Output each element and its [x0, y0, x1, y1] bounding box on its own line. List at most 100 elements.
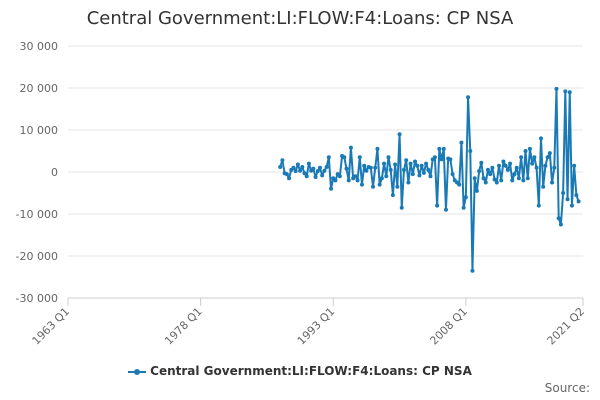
- data-point[interactable]: [357, 155, 362, 160]
- data-point[interactable]: [461, 205, 466, 210]
- data-point[interactable]: [432, 155, 437, 160]
- data-point[interactable]: [337, 174, 342, 179]
- data-point[interactable]: [410, 172, 415, 177]
- data-point[interactable]: [393, 162, 398, 167]
- data-point[interactable]: [514, 165, 519, 170]
- data-point[interactable]: [359, 182, 364, 187]
- data-point[interactable]: [485, 167, 490, 172]
- data-point[interactable]: [552, 165, 557, 170]
- data-point[interactable]: [576, 199, 581, 204]
- data-point[interactable]: [466, 95, 471, 100]
- data-point[interactable]: [424, 161, 429, 166]
- data-point[interactable]: [561, 191, 566, 195]
- data-point[interactable]: [441, 146, 446, 151]
- data-point[interactable]: [516, 176, 521, 181]
- data-point[interactable]: [346, 178, 351, 183]
- data-point[interactable]: [355, 178, 360, 183]
- data-point[interactable]: [565, 197, 570, 202]
- data-point[interactable]: [371, 184, 376, 189]
- data-point[interactable]: [556, 216, 561, 221]
- data-point[interactable]: [426, 167, 431, 172]
- data-point[interactable]: [457, 182, 462, 187]
- data-point[interactable]: [443, 207, 448, 212]
- data-point[interactable]: [373, 165, 378, 170]
- data-point[interactable]: [543, 163, 548, 168]
- data-point[interactable]: [539, 136, 543, 141]
- data-point[interactable]: [417, 173, 422, 178]
- data-point[interactable]: [521, 178, 526, 183]
- data-point[interactable]: [477, 169, 482, 174]
- data-point[interactable]: [512, 172, 517, 177]
- data-point[interactable]: [472, 176, 477, 181]
- data-point[interactable]: [291, 165, 296, 170]
- data-point[interactable]: [324, 164, 329, 169]
- data-point[interactable]: [525, 176, 530, 181]
- data-point[interactable]: [304, 174, 309, 179]
- data-point[interactable]: [311, 166, 316, 171]
- data-point[interactable]: [278, 164, 283, 169]
- data-point[interactable]: [315, 169, 320, 174]
- data-point[interactable]: [468, 149, 473, 153]
- legend[interactable]: Central Government:LI:FLOW:F4:Loans: CP …: [0, 364, 600, 378]
- data-point[interactable]: [536, 203, 541, 208]
- data-point[interactable]: [490, 165, 495, 170]
- data-point[interactable]: [419, 163, 424, 168]
- data-point[interactable]: [342, 155, 347, 160]
- data-point[interactable]: [300, 164, 305, 169]
- data-point[interactable]: [519, 155, 524, 160]
- data-point[interactable]: [508, 161, 513, 166]
- data-point[interactable]: [406, 180, 411, 185]
- data-point[interactable]: [567, 90, 572, 95]
- data-point[interactable]: [408, 161, 413, 166]
- data-point[interactable]: [574, 193, 579, 198]
- data-point[interactable]: [320, 173, 325, 178]
- data-point[interactable]: [368, 165, 373, 170]
- data-point[interactable]: [395, 184, 400, 189]
- series-line[interactable]: [279, 87, 580, 272]
- data-point[interactable]: [532, 155, 537, 160]
- data-point[interactable]: [572, 163, 577, 168]
- data-point[interactable]: [375, 146, 380, 151]
- data-point[interactable]: [459, 140, 464, 145]
- data-point[interactable]: [413, 159, 418, 164]
- data-point[interactable]: [384, 174, 389, 179]
- data-point[interactable]: [322, 168, 327, 173]
- data-point[interactable]: [501, 159, 506, 164]
- data-point[interactable]: [344, 166, 349, 171]
- data-point[interactable]: [401, 167, 406, 172]
- data-point[interactable]: [388, 167, 393, 172]
- data-point[interactable]: [348, 145, 353, 150]
- data-point[interactable]: [293, 169, 298, 174]
- data-point[interactable]: [527, 146, 532, 151]
- data-point[interactable]: [364, 168, 369, 173]
- series-group[interactable]: [278, 86, 581, 273]
- data-point[interactable]: [550, 180, 555, 185]
- data-point[interactable]: [439, 157, 444, 162]
- data-point[interactable]: [362, 163, 367, 168]
- data-point[interactable]: [428, 174, 433, 179]
- data-point[interactable]: [404, 158, 409, 163]
- data-point[interactable]: [492, 177, 497, 182]
- data-point[interactable]: [563, 89, 568, 94]
- data-point[interactable]: [353, 174, 358, 179]
- data-point[interactable]: [333, 178, 338, 183]
- data-point[interactable]: [479, 160, 484, 165]
- data-point[interactable]: [558, 222, 563, 227]
- data-point[interactable]: [474, 188, 479, 193]
- data-point[interactable]: [554, 86, 559, 91]
- data-point[interactable]: [326, 155, 331, 160]
- credits[interactable]: Source:: [544, 381, 590, 395]
- data-point[interactable]: [397, 132, 402, 137]
- data-point[interactable]: [448, 157, 453, 162]
- data-point[interactable]: [534, 165, 539, 170]
- data-point[interactable]: [437, 146, 442, 151]
- data-point[interactable]: [317, 165, 322, 170]
- data-point[interactable]: [463, 195, 468, 200]
- data-point[interactable]: [302, 171, 307, 176]
- data-point[interactable]: [499, 178, 504, 183]
- data-point[interactable]: [510, 178, 515, 183]
- data-point[interactable]: [545, 155, 550, 160]
- data-point[interactable]: [386, 155, 391, 160]
- data-point[interactable]: [399, 205, 404, 210]
- data-point[interactable]: [280, 158, 285, 163]
